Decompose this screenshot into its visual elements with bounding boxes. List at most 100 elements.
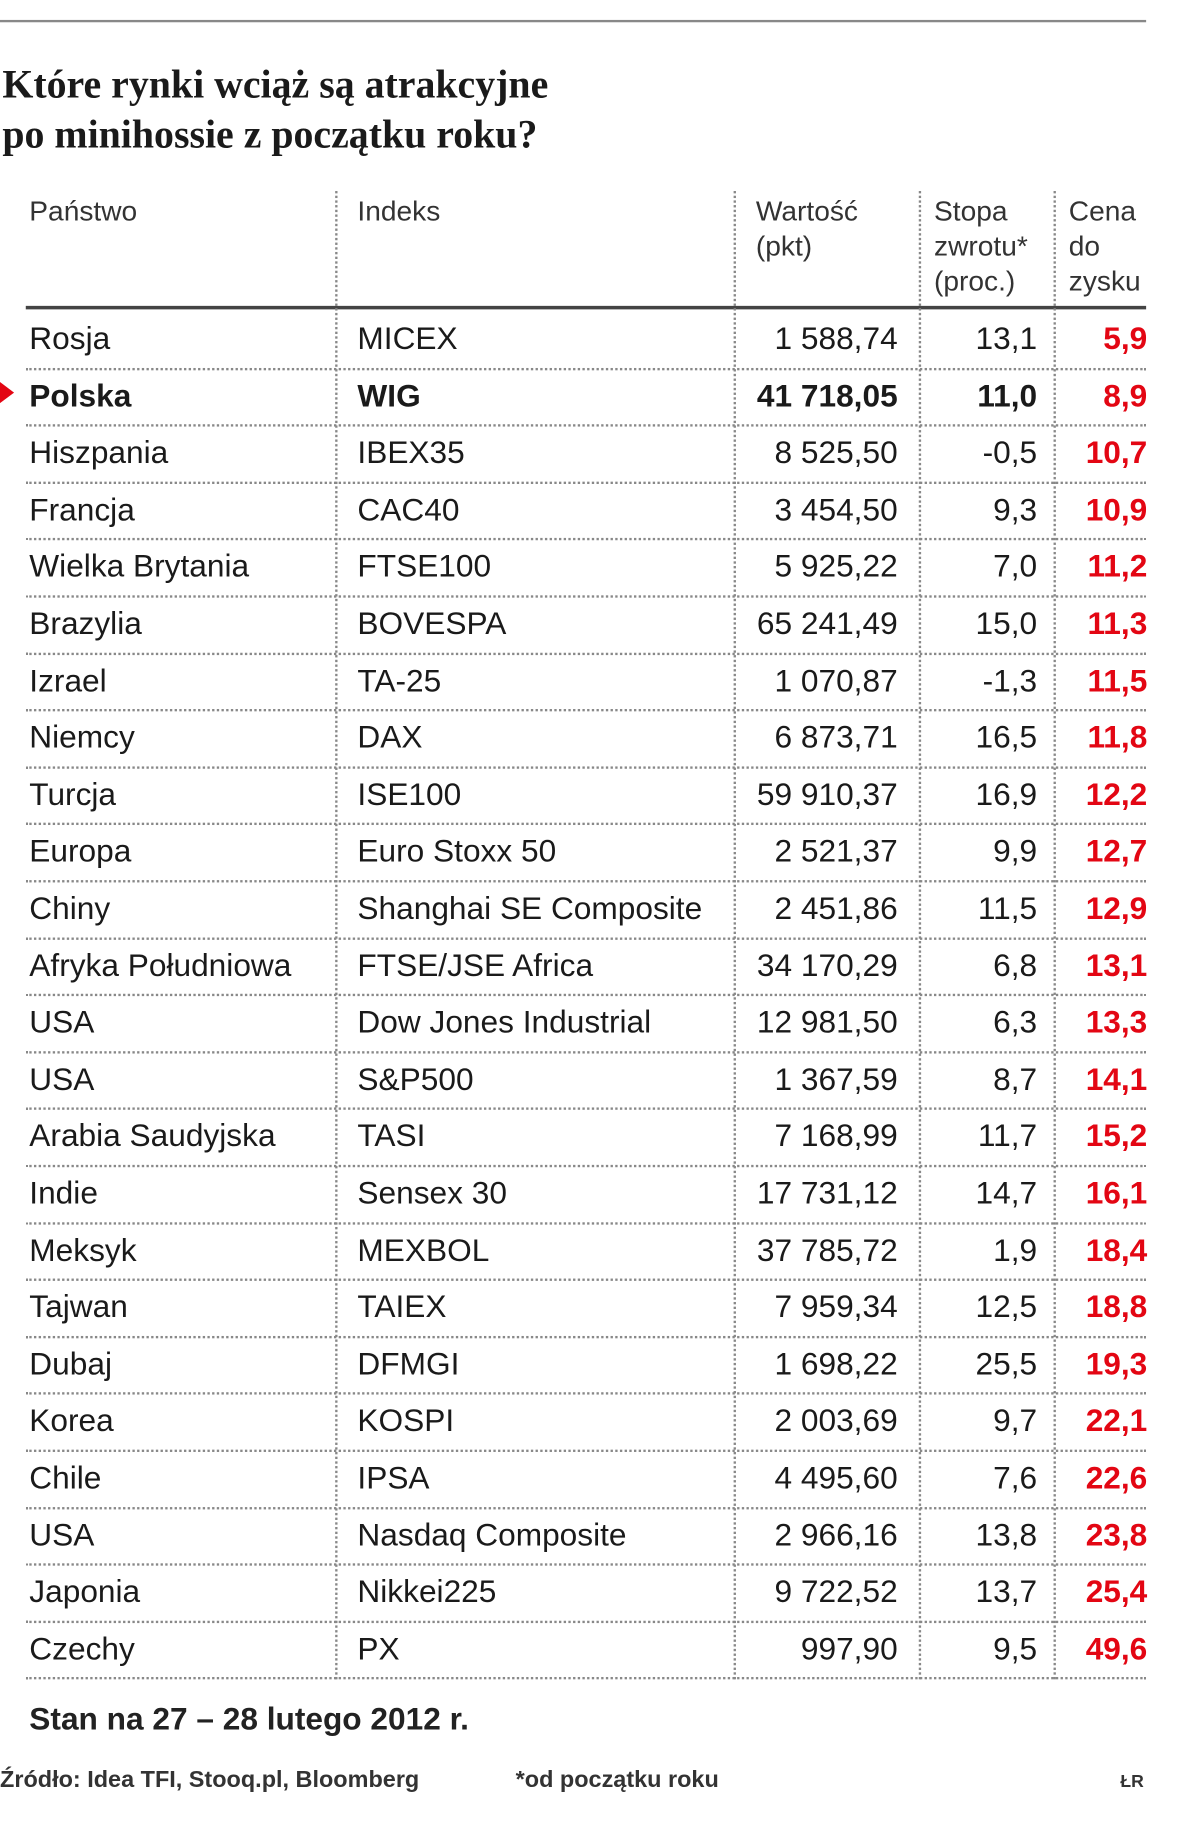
table-cell: USA — [29, 1517, 95, 1553]
table-cell: 1 070,87 — [774, 662, 898, 698]
header-rule — [25, 305, 1147, 310]
table-cell: Korea — [29, 1403, 114, 1439]
table-cell: 5 925,22 — [774, 548, 898, 585]
table-cell: 18,4 — [1085, 1232, 1148, 1268]
column-divider — [1053, 191, 1056, 1680]
table-cell: Nikkei225 — [357, 1574, 497, 1610]
table-row: USA S&P500 1 367,59 8,7 14,1 — [25, 1051, 1148, 1111]
table-cell: 12,7 — [1085, 833, 1148, 869]
table-cell: Wielka Brytania — [29, 548, 250, 585]
table-cell: 11,5 — [977, 890, 1038, 926]
column-header: Wartość (pkt) — [756, 195, 858, 265]
column-header: Indeks — [357, 195, 440, 230]
table-cell: 15,0 — [975, 605, 1038, 642]
header-line: Indeks — [357, 195, 441, 228]
column-header: Cena do zysku — [1069, 195, 1141, 300]
table-cell: 12,2 — [1085, 776, 1148, 812]
table-cell: Turcja — [29, 776, 117, 812]
top-rule — [0, 19, 1147, 23]
table-cell: Francja — [29, 491, 135, 528]
table-cell: 13,7 — [975, 1574, 1038, 1610]
table-cell: Dubaj — [29, 1346, 112, 1382]
table-cell: 14,1 — [1085, 1061, 1148, 1097]
table-row: Wielka Brytania FTSE100 5 925,22 7,0 11,2 — [25, 538, 1147, 598]
table-cell: 18,8 — [1085, 1289, 1148, 1325]
table-cell: 9,5 — [993, 1631, 1038, 1667]
table-cell: 37 785,72 — [756, 1232, 898, 1268]
table-row: USA Dow Jones Industrial 12 981,50 6,3 13,3 — [25, 994, 1148, 1054]
header-line: zwrotu* — [934, 230, 1028, 263]
table-cell: Shanghai SE Composite — [357, 890, 703, 926]
table-cell: 9,3 — [993, 491, 1038, 528]
table-row: Meksyk MEXBOL 37 785,72 1,9 18,4 — [25, 1222, 1148, 1282]
table-cell: FTSE100 — [357, 548, 492, 585]
table-cell: Tajwan — [29, 1289, 128, 1325]
table-row: Afryka Południowa FTSE/JSE Africa 34 170,2… — [25, 937, 1148, 997]
table-cell: Czechy — [29, 1631, 135, 1667]
table-cell: 7 959,34 — [774, 1289, 898, 1325]
table-cell: 10,7 — [1085, 434, 1148, 471]
table-row: Brazylia BOVESPA 65 241,49 15,0 11,3 — [25, 595, 1148, 655]
table-cell: 25,5 — [975, 1346, 1038, 1382]
table-cell: 8,7 — [993, 1061, 1038, 1097]
table-cell: 13,1 — [1085, 947, 1148, 983]
table-cell: USA — [29, 1061, 95, 1097]
table-row: Rosja MICEX 1 588,74 13,1 5,9 — [25, 311, 1147, 370]
table-row: Turcja ISE100 59 910,37 16,9 12,2 — [25, 766, 1148, 826]
table-row: Polska WIG 41 718,05 11,0 8,9 — [25, 368, 1147, 427]
table-cell: Brazylia — [29, 605, 142, 642]
table-row: Indie Sensex 30 17 731,12 14,7 16,1 — [25, 1165, 1147, 1225]
table-cell: 34 170,29 — [756, 947, 898, 983]
table-cell: Hiszpania — [29, 434, 169, 471]
table-row: Izrael TA-25 1 070,87 -1,3 11,5 — [25, 652, 1147, 712]
table-cell: 23,8 — [1085, 1517, 1148, 1553]
table-cell: 1,9 — [993, 1232, 1038, 1268]
table-cell: 16,5 — [975, 719, 1038, 755]
table-cell: TASI — [357, 1118, 426, 1154]
table-cell: 14,7 — [975, 1175, 1038, 1211]
table-cell: Chile — [29, 1460, 102, 1496]
table-cell: 13,3 — [1085, 1004, 1148, 1040]
table-cell: BOVESPA — [357, 605, 507, 642]
table-cell: 11,0 — [977, 378, 1038, 414]
highlight-arrow — [0, 382, 15, 404]
table-cell: 13,8 — [975, 1517, 1038, 1553]
table-cell: IBEX35 — [357, 434, 465, 471]
table-cell: Arabia Saudyjska — [29, 1118, 276, 1154]
table-cell: WIG — [357, 378, 421, 414]
table-cell: Indie — [29, 1175, 98, 1211]
title-line: po minihossie z początku roku? — [2, 113, 538, 158]
table-cell: 3 454,50 — [774, 491, 898, 528]
header-line: Stopa — [934, 195, 1008, 228]
table-cell: 6,8 — [993, 947, 1038, 983]
column-divider — [918, 191, 922, 1680]
table-cell: 11,3 — [1087, 605, 1148, 642]
column-header: Państwo — [29, 195, 137, 230]
table-cell: MICEX — [357, 321, 458, 357]
header-line: (pkt) — [755, 230, 813, 263]
table-cell: 4 495,60 — [774, 1460, 898, 1496]
footnote: *od początku roku — [515, 1767, 719, 1794]
table-cell: FTSE/JSE Africa — [357, 947, 594, 983]
table-row: Chiny Shanghai SE Composite 2 451,86 11,5 12… — [25, 880, 1147, 940]
table-cell: 25,4 — [1085, 1574, 1148, 1610]
table-cell: 22,6 — [1085, 1460, 1148, 1496]
table-cell: TAIEX — [357, 1289, 447, 1325]
table-cell: 19,3 — [1085, 1346, 1148, 1382]
table-cell: Europa — [29, 833, 132, 869]
table-row: Czechy PX 997,90 9,5 49,6 — [25, 1620, 1148, 1680]
table-cell: ISE100 — [357, 776, 462, 812]
table-row: Korea KOSPI 2 003,69 9,7 22,1 — [25, 1393, 1147, 1452]
column-header: Stopa zwrotu* (proc.) — [934, 195, 1028, 300]
table-cell: 2 451,86 — [774, 890, 898, 926]
table-cell: 49,6 — [1085, 1631, 1148, 1667]
table-cell: Rosja — [29, 321, 111, 357]
table-cell: -0,5 — [982, 434, 1038, 471]
table-row: Arabia Saudyjska TASI 7 168,99 11,7 15,2 — [25, 1108, 1147, 1168]
table-cell: 6,3 — [993, 1004, 1038, 1040]
table-cell: 7,0 — [993, 548, 1038, 585]
table-cell: 65 241,49 — [756, 605, 898, 642]
table-cell: 7,6 — [993, 1460, 1038, 1496]
table-cell: TA-25 — [357, 662, 442, 698]
